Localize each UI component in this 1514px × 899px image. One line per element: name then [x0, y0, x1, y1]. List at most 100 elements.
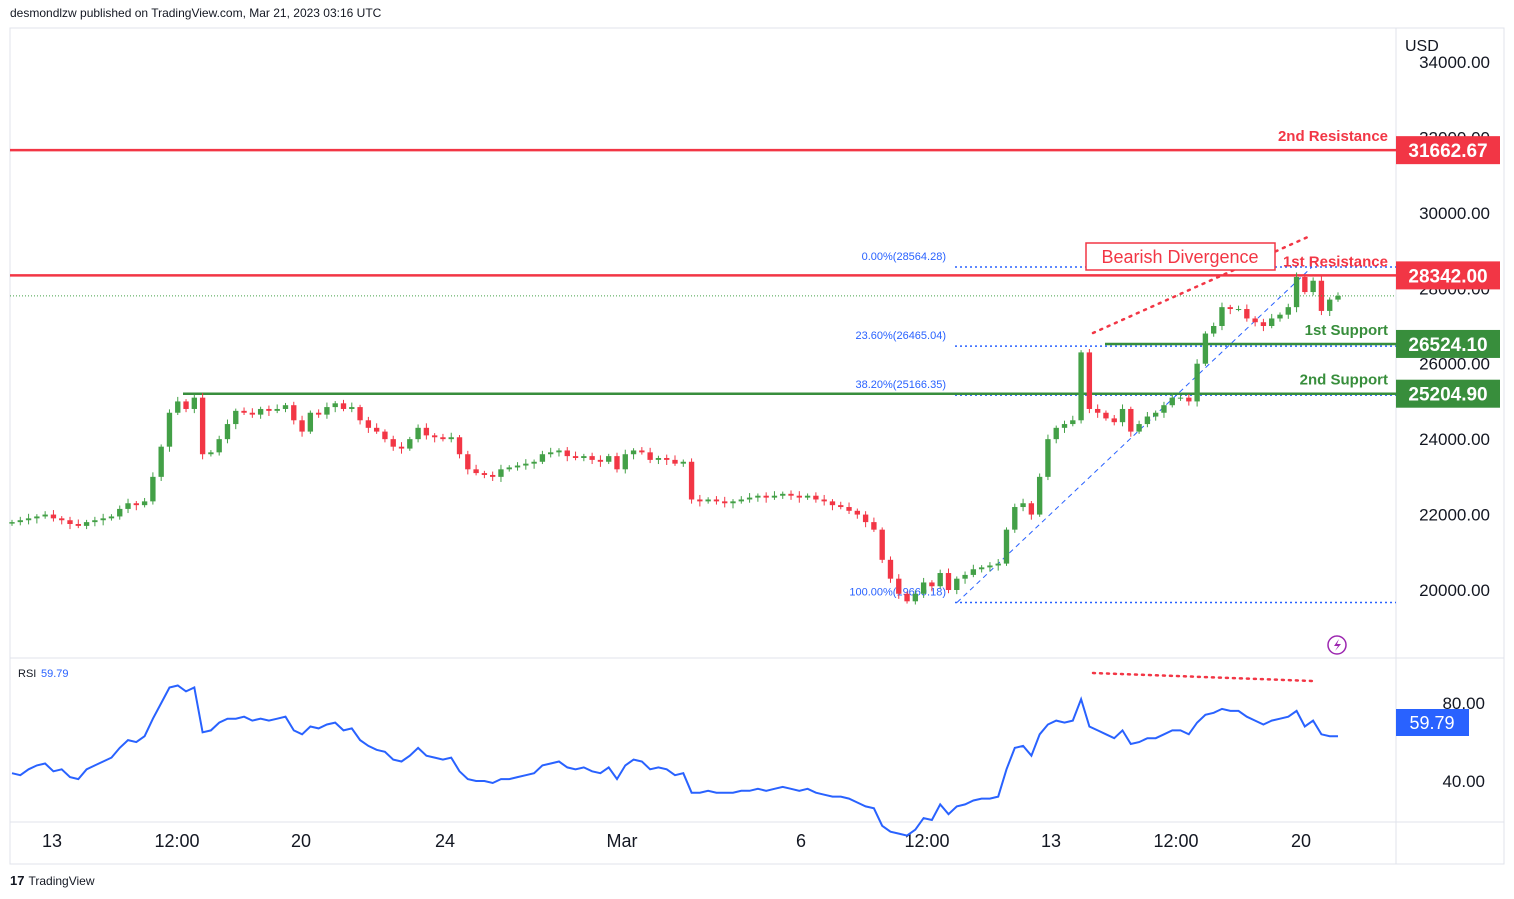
level-price-text: 26524.10	[1408, 335, 1487, 356]
candle-body	[1128, 408, 1134, 432]
level-name-label: 2nd Resistance	[1278, 128, 1388, 145]
brand-text: TradingView	[28, 873, 95, 888]
candle-body	[647, 452, 653, 460]
candle-body	[548, 452, 554, 455]
time-tick-label: 13	[42, 831, 62, 851]
rsi-value-tag: 59.79	[1396, 709, 1469, 736]
candle-body	[1020, 503, 1026, 508]
candle-body	[771, 495, 778, 498]
fibonacci-retracement[interactable]: 0.00%(28564.28) 23.60%(26465.04) 38.20%(25…	[849, 251, 1396, 604]
candle-body	[1045, 439, 1051, 477]
candle-body	[763, 495, 769, 498]
candle-body	[1028, 503, 1035, 515]
candle-body	[1078, 352, 1084, 421]
candle-body	[489, 474, 496, 477]
candle-body	[42, 514, 48, 517]
publish-info: desmondlzw published on TradingView.com,…	[10, 6, 382, 20]
candle-body	[962, 574, 968, 579]
trendlines[interactable]	[10, 234, 1396, 335]
lightning-icon[interactable]	[1327, 635, 1347, 655]
candle-body	[1161, 405, 1167, 413]
candle-body	[390, 439, 396, 447]
candle-body	[581, 456, 587, 458]
candle-body	[340, 403, 347, 409]
level-name-label: 1st Resistance	[1283, 253, 1388, 270]
time-tick-label: 12:00	[154, 831, 199, 851]
candle-body	[1061, 424, 1068, 428]
candle-body	[995, 563, 1001, 566]
candle-body	[1260, 322, 1267, 326]
candle-body	[456, 437, 463, 455]
candle-body	[1169, 397, 1175, 406]
candle-body	[1086, 352, 1093, 409]
candle-body	[83, 522, 90, 526]
candle-body	[1285, 307, 1291, 315]
candle-body	[978, 567, 985, 570]
footer: 17 TradingView	[10, 873, 95, 888]
candle-body	[1177, 397, 1184, 399]
candle-body	[664, 458, 670, 460]
level-price-tag	[1396, 136, 1500, 165]
candle-body	[133, 503, 139, 506]
level-labels: 31662.67 2nd Resistance 28342.00 1st Resist…	[1278, 128, 1500, 408]
time-tick-label: Mar	[607, 831, 638, 851]
candle-body	[92, 520, 98, 523]
candle-body	[937, 573, 943, 587]
candle-body	[622, 454, 628, 470]
candle-body	[887, 559, 894, 579]
rsi-value-tag-bg	[1396, 709, 1469, 736]
price-tick-label: 24000.00	[1419, 430, 1490, 449]
candle-body	[299, 420, 305, 432]
candle-body	[9, 522, 15, 524]
candle-body	[514, 465, 521, 468]
candlestick-series	[9, 272, 1341, 605]
candle-body	[440, 437, 446, 440]
candle-body	[1103, 412, 1109, 419]
bearish-divergence-annotation[interactable]: Bearish Divergence	[1085, 242, 1276, 271]
level-name-label: 2nd Support	[1300, 372, 1388, 389]
candle-body	[108, 516, 115, 519]
candle-body	[1036, 476, 1043, 515]
tradingview-logo-icon: 17	[10, 873, 25, 888]
candle-body	[796, 495, 802, 498]
candle-body	[158, 446, 164, 477]
time-tick-label: 12:00	[1153, 831, 1198, 851]
candle-body	[75, 524, 81, 526]
candle-body	[473, 469, 479, 474]
candle-body	[1119, 408, 1126, 423]
candle-body	[523, 463, 529, 466]
candle-body	[829, 501, 836, 506]
candle-body	[630, 450, 637, 455]
support-resistance-levels[interactable]	[10, 148, 1396, 395]
candle-body	[50, 514, 57, 519]
candle-body	[34, 516, 40, 519]
candle-body	[125, 503, 131, 509]
time-axis: 13 12:00 20 24 Mar 6 12:00 13 12:00 20	[42, 831, 1311, 851]
price-axis: 34000.0032000.0030000.0028000.0026000.00…	[1419, 53, 1490, 600]
price-tick-label: 22000.00	[1419, 506, 1490, 525]
candle-body	[191, 397, 198, 409]
candle-body	[846, 507, 852, 511]
candle-body	[291, 405, 297, 421]
annotation-text: Bearish Divergence	[1101, 247, 1258, 267]
candle-body	[1202, 333, 1209, 364]
chart-frame	[9, 27, 1505, 865]
price-tick-label: 20000.00	[1419, 581, 1490, 600]
candle-body	[1144, 416, 1151, 425]
candle-body	[481, 473, 488, 475]
candle-body	[17, 520, 23, 523]
candle-body	[1235, 309, 1242, 311]
candle-body	[813, 495, 819, 500]
candle-body	[183, 401, 189, 409]
level-price-tag	[1396, 261, 1500, 290]
candle-body	[25, 518, 32, 521]
candle-body	[448, 437, 454, 440]
candle-body	[224, 424, 231, 440]
candle-body	[199, 397, 206, 455]
candle-body	[266, 408, 272, 411]
candle-body	[1327, 299, 1333, 311]
candle-body	[929, 582, 935, 587]
candle-body	[332, 403, 338, 408]
candle-body	[415, 427, 421, 440]
